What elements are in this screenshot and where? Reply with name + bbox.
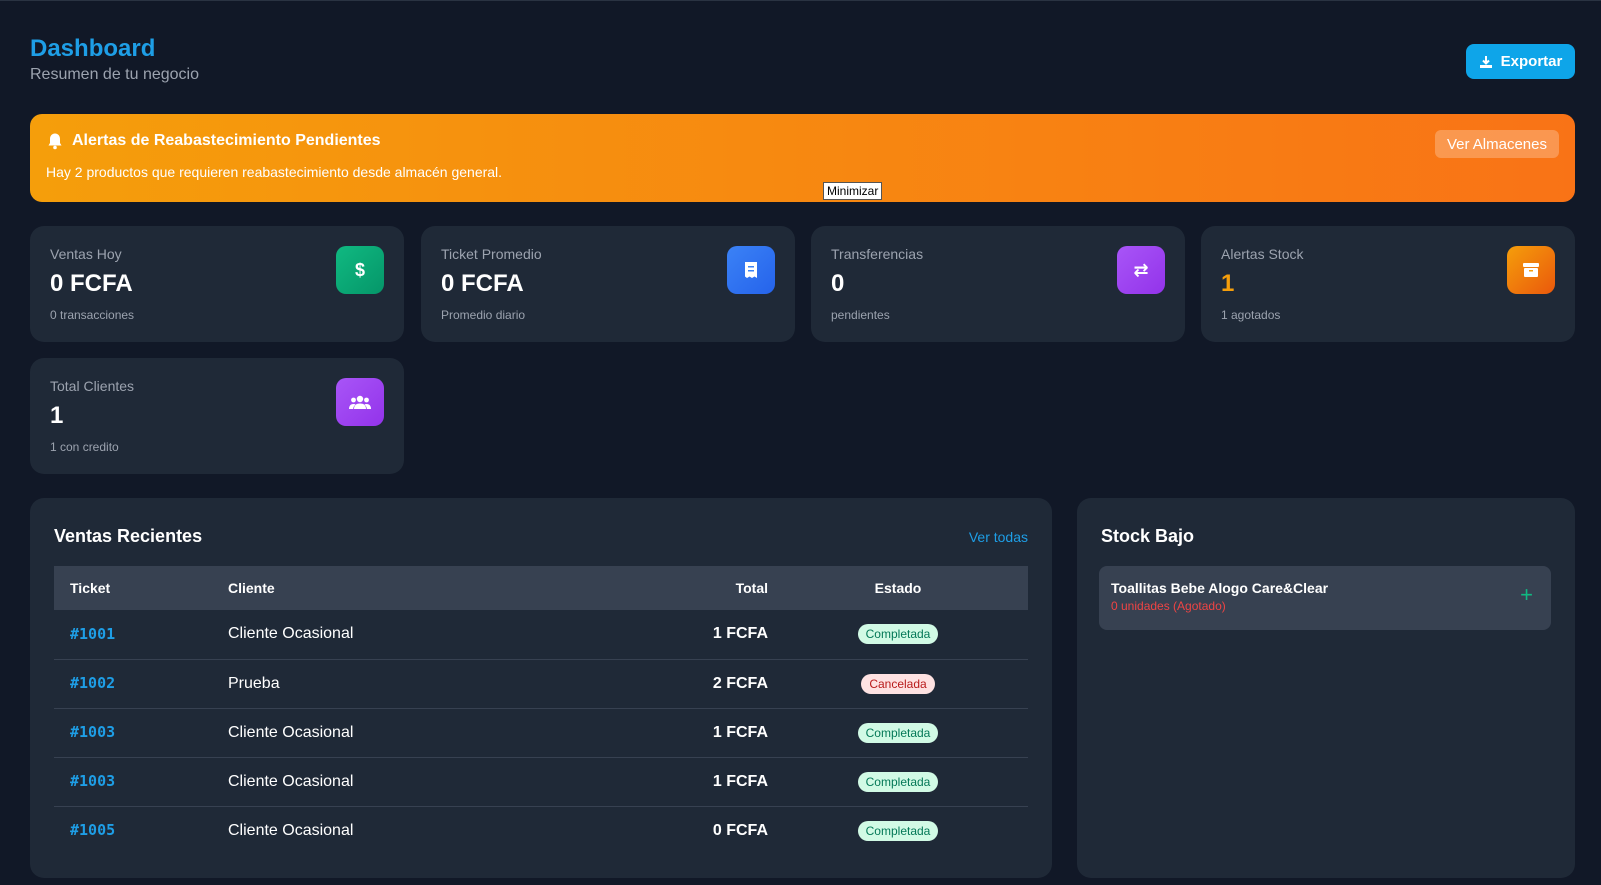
stat-subtext: 0 transacciones bbox=[50, 308, 135, 322]
status-badge: Cancelada bbox=[861, 673, 935, 694]
stat-label: Ticket Promedio bbox=[441, 246, 542, 262]
view-all-sales-link[interactable]: Ver todas bbox=[968, 529, 1028, 545]
stat-label: Transferencias bbox=[831, 246, 924, 262]
recent-sales-panel: Ventas Recientes Ver todas Ticket Client… bbox=[30, 498, 1052, 878]
page-header: Dashboard Resumen de tu negocio bbox=[30, 34, 199, 84]
page-subtitle: Resumen de tu negocio bbox=[30, 66, 199, 83]
ticket-link[interactable]: #1003 bbox=[70, 723, 116, 741]
client-cell: Prueba bbox=[228, 659, 548, 709]
stat-value: 1 bbox=[50, 402, 64, 429]
stat-label: Total Clientes bbox=[50, 378, 135, 394]
client-cell: Cliente Ocasional bbox=[228, 821, 354, 839]
table-row[interactable]: #1003 Cliente Ocasional 1 FCFA Completad… bbox=[54, 757, 1028, 807]
stat-card-sales-today: Ventas Hoy 0 FCFA 0 transacciones $ bbox=[30, 226, 404, 342]
stat-subtext: 1 con credito bbox=[50, 440, 119, 454]
total-cell: 0 FCFA bbox=[712, 821, 768, 839]
dollar-icon: $ bbox=[336, 246, 384, 294]
stat-value: 1 bbox=[1221, 270, 1235, 297]
stat-card-total-clients: Total Clientes 1 1 con credito bbox=[30, 358, 404, 474]
export-button[interactable]: Exportar bbox=[1466, 44, 1575, 79]
alert-title-text: Alertas de Reabastecimiento Pendientes bbox=[72, 132, 381, 149]
ticket-link[interactable]: #1001 bbox=[70, 624, 116, 643]
recent-sales-table: Ticket Cliente Total Estado #1001 Client… bbox=[54, 566, 1028, 855]
status-badge: Completada bbox=[857, 820, 939, 841]
col-client-header: Cliente bbox=[228, 566, 548, 610]
view-warehouses-button[interactable]: Ver Almacenes bbox=[1434, 130, 1559, 158]
status-badge: Completada bbox=[857, 624, 939, 645]
recent-sales-title: Ventas Recientes bbox=[54, 526, 203, 546]
ticket-link[interactable]: #1003 bbox=[70, 772, 116, 790]
alert-title: Alertas de Reabastecimiento Pendientes bbox=[46, 132, 1559, 150]
col-ticket-header: Ticket bbox=[54, 566, 228, 610]
stat-label: Alertas Stock bbox=[1221, 246, 1304, 262]
download-icon bbox=[1479, 55, 1492, 68]
stock-item-name: Toallitas Bebe Alogo Care&Clear bbox=[1111, 580, 1329, 596]
stat-card-avg-ticket: Ticket Promedio 0 FCFA Promedio diario bbox=[421, 226, 795, 342]
table-row[interactable]: #1001 Cliente Ocasional 1 FCFA Completad… bbox=[54, 610, 1028, 660]
col-status-header: Estado bbox=[768, 566, 1028, 610]
alert-text: Hay 2 productos que requieren reabasteci… bbox=[46, 164, 503, 180]
stat-value: 0 FCFA bbox=[50, 270, 133, 297]
total-cell: 1 FCFA bbox=[548, 757, 768, 807]
export-label: Exportar bbox=[1500, 53, 1563, 70]
stat-subtext: pendientes bbox=[831, 308, 890, 322]
table-row[interactable]: #1005 Cliente Ocasional 0 FCFA Completad… bbox=[54, 806, 1028, 855]
ticket-link[interactable]: #1005 bbox=[70, 821, 116, 840]
exchange-icon: ⇄ bbox=[1117, 246, 1165, 294]
box-icon bbox=[1507, 246, 1555, 294]
stat-value: 0 FCFA bbox=[441, 270, 524, 297]
total-cell: 1 FCFA bbox=[548, 610, 768, 660]
ticket-link[interactable]: #1002 bbox=[70, 674, 116, 692]
client-cell: Cliente Ocasional bbox=[228, 610, 548, 660]
stat-subtext: 1 agotados bbox=[1221, 308, 1281, 322]
users-icon bbox=[336, 378, 384, 426]
stat-card-stock-alerts: Alertas Stock 1 1 agotados bbox=[1201, 226, 1575, 342]
restock-alert-banner: Alertas de Reabastecimiento Pendientes H… bbox=[30, 114, 1575, 202]
table-row[interactable]: #1002 Prueba 2 FCFA Cancelada bbox=[54, 659, 1028, 709]
low-stock-title: Stock Bajo bbox=[1101, 526, 1195, 546]
stock-item-qty: 0 unidades (Agotado) bbox=[1111, 599, 1226, 613]
low-stock-panel: Stock Bajo Toallitas Bebe Alogo Care&Cle… bbox=[1077, 498, 1575, 878]
total-cell: 2 FCFA bbox=[548, 659, 768, 709]
stat-card-transfers: Transferencias 0 pendientes ⇄ bbox=[811, 226, 1185, 342]
stat-label: Ventas Hoy bbox=[50, 246, 122, 262]
list-item: Toallitas Bebe Alogo Care&Clear 0 unidad… bbox=[1099, 566, 1551, 630]
bell-icon bbox=[48, 133, 62, 150]
stat-subtext: Promedio diario bbox=[441, 308, 526, 322]
page-title: Dashboard bbox=[30, 35, 156, 62]
client-cell: Cliente Ocasional bbox=[228, 757, 548, 807]
table-row[interactable]: #1003 Cliente Ocasional 1 FCFA Completad… bbox=[54, 708, 1028, 758]
table-header-row: Ticket Cliente Total Estado bbox=[54, 566, 1028, 610]
minimize-tooltip: Minimizar bbox=[823, 182, 883, 200]
client-cell: Cliente Ocasional bbox=[228, 708, 548, 758]
status-badge: Completada bbox=[857, 771, 939, 792]
stat-value: 0 bbox=[831, 270, 845, 297]
receipt-icon bbox=[727, 246, 775, 294]
add-stock-icon[interactable]: + bbox=[1520, 582, 1533, 607]
col-total-header: Total bbox=[548, 566, 768, 610]
status-badge: Completada bbox=[857, 722, 939, 743]
total-cell: 1 FCFA bbox=[548, 708, 768, 758]
